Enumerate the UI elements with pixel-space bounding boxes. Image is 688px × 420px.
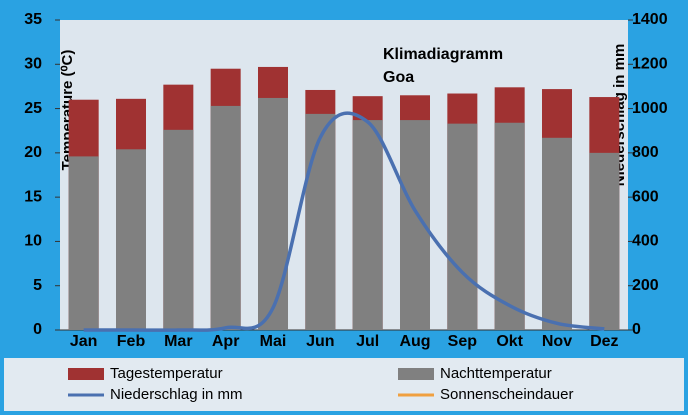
x-tick-label: Apr [212,333,240,350]
y2-tick-label: 200 [632,277,659,294]
y-tick-label: 10 [24,233,42,250]
x-tick-label: Okt [496,333,523,350]
y2-tick-label: 400 [632,233,659,250]
y2-tick-label: 1400 [632,11,668,28]
legend-label: Nachttemperatur [440,365,552,382]
y-tick-label: 30 [24,56,42,73]
bar [352,120,383,330]
y2-tick-label: 0 [632,321,641,338]
x-tick-label: Sep [448,333,478,350]
bar [305,113,336,330]
x-tick-label: Jul [356,333,379,350]
y-tick-label: 5 [33,277,42,294]
x-tick-label: Dez [590,333,618,350]
y-tick-label: 35 [24,11,42,28]
y2-tick-label: 1200 [632,56,668,73]
x-tick-label: Jan [70,333,98,350]
x-tick-label: Jun [306,333,334,350]
y2-tick-label: 600 [632,188,659,205]
legend-label: Niederschlag in mm [110,386,243,403]
bar [163,129,194,330]
legend-swatch [68,368,104,380]
bar [258,97,288,330]
bar [542,137,572,330]
bar [589,152,620,330]
plot-area [60,20,628,330]
x-tick-label: Mai [260,333,287,350]
x-tick-label: Aug [399,333,430,350]
y2-tick-label: 1000 [632,100,668,117]
bar [447,123,478,330]
y2-tick-label: 800 [632,144,659,161]
chart-title: Klimadiagramm [383,46,503,63]
legend-area [4,358,684,411]
chart-subtitle: Goa [383,69,414,86]
line [83,111,605,332]
legend-label: Tagestemperatur [110,365,223,382]
legend-label: Sonnenscheindauer [440,386,573,403]
y-tick-label: 20 [24,144,42,161]
x-tick-label: Nov [542,333,572,350]
y-tick-label: 25 [24,100,42,117]
legend-swatch [398,368,434,380]
x-tick-label: Feb [117,333,146,350]
bar [68,156,99,330]
x-tick-label: Mar [164,333,192,350]
bar [210,105,241,331]
bar [494,122,525,330]
y-tick-label: 0 [33,321,42,338]
y-tick-label: 15 [24,188,42,205]
bar [116,149,146,330]
